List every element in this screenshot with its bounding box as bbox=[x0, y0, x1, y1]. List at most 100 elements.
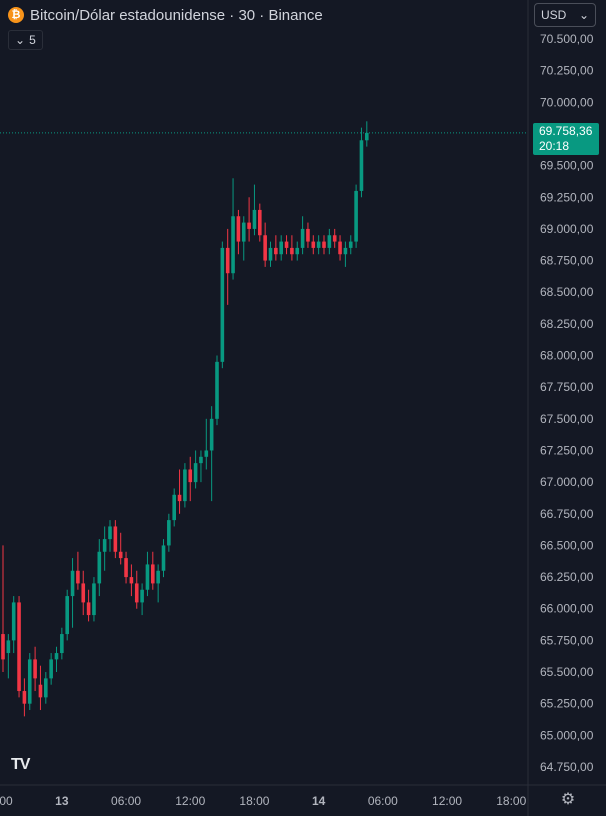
y-tick-label: 65.250,00 bbox=[540, 697, 594, 711]
y-tick-label: 66.750,00 bbox=[540, 507, 594, 521]
candle-body bbox=[231, 216, 235, 274]
x-tick-label: 12:00 bbox=[432, 794, 462, 808]
y-tick-label: 69.000,00 bbox=[540, 222, 594, 236]
candle-body bbox=[134, 583, 139, 603]
last-price-value: 69.758,36 bbox=[539, 124, 593, 138]
candle-body bbox=[183, 469, 187, 502]
y-tick-label: 64.750,00 bbox=[540, 760, 594, 774]
y-tick-label: 66.500,00 bbox=[540, 538, 594, 552]
candle-body bbox=[167, 520, 171, 546]
candle-body bbox=[6, 640, 11, 654]
y-tick-label: 68.500,00 bbox=[540, 285, 594, 299]
candle-body bbox=[60, 634, 64, 654]
candle-body bbox=[258, 209, 262, 236]
candle-body bbox=[97, 551, 102, 584]
candle-body bbox=[17, 602, 21, 692]
candle-body bbox=[241, 222, 246, 242]
candle-body bbox=[188, 469, 193, 483]
candle-body bbox=[199, 456, 203, 464]
candle-body bbox=[33, 659, 37, 679]
candle-body bbox=[38, 684, 43, 698]
candle-body bbox=[332, 235, 337, 242]
candle-body bbox=[49, 659, 53, 679]
candle-body bbox=[354, 190, 358, 242]
candle-body bbox=[92, 583, 96, 616]
candle-body bbox=[204, 450, 209, 457]
candle-body bbox=[343, 247, 348, 255]
candle-body bbox=[284, 241, 289, 248]
candle-body bbox=[365, 132, 369, 141]
candle-body bbox=[359, 140, 364, 191]
y-tick-label: 70.000,00 bbox=[540, 95, 594, 109]
bar-countdown: 20:18 bbox=[539, 139, 570, 153]
candle-body bbox=[263, 235, 267, 261]
candle-body bbox=[145, 564, 150, 590]
indicators-toggle[interactable]: ⌄ 5 bbox=[8, 30, 43, 50]
candle-body bbox=[81, 583, 86, 603]
candle-body bbox=[44, 678, 48, 698]
candle-body bbox=[11, 602, 16, 641]
chevron-down-icon: ⌄ bbox=[578, 8, 589, 22]
candle-body bbox=[274, 247, 278, 255]
candle-body bbox=[311, 241, 316, 248]
y-tick-label: 68.000,00 bbox=[540, 349, 594, 363]
candle-body bbox=[193, 463, 198, 483]
currency-label: USD bbox=[541, 8, 567, 22]
candle-body bbox=[220, 247, 225, 362]
x-tick-label: 18:00 bbox=[239, 794, 269, 808]
candle-body bbox=[156, 570, 160, 584]
candle-body bbox=[306, 228, 310, 242]
y-tick-label: 65.000,00 bbox=[540, 728, 594, 742]
y-tick-label: 65.750,00 bbox=[540, 633, 594, 647]
y-tick-label: 66.250,00 bbox=[540, 570, 594, 584]
x-tick-label: 06:00 bbox=[368, 794, 398, 808]
candle-body bbox=[236, 216, 241, 242]
candle-body bbox=[108, 526, 112, 540]
candle-body bbox=[140, 589, 144, 603]
candle-body bbox=[22, 691, 27, 704]
candle-body bbox=[54, 653, 59, 660]
candle-body bbox=[27, 659, 32, 704]
candle-body bbox=[70, 570, 75, 597]
last-price-tag: 69.758,36 20:18 bbox=[533, 123, 599, 155]
candle-body bbox=[65, 596, 69, 635]
candle-body bbox=[322, 241, 326, 248]
candle-body bbox=[177, 494, 182, 502]
candle-body bbox=[209, 418, 214, 451]
candle-body bbox=[300, 228, 305, 248]
chevron-down-icon: ⌄ bbox=[15, 33, 26, 47]
candle-body bbox=[161, 545, 166, 571]
bitcoin-icon: ₿ bbox=[8, 7, 24, 23]
y-tick-label: 69.500,00 bbox=[540, 159, 594, 173]
x-tick-label: 06:00 bbox=[111, 794, 141, 808]
candle-body bbox=[151, 564, 155, 584]
tradingview-logo[interactable]: TV bbox=[11, 756, 30, 773]
candle-body bbox=[113, 526, 118, 552]
candle-body bbox=[215, 361, 219, 419]
candle-body bbox=[338, 241, 342, 255]
candle-body bbox=[102, 539, 107, 552]
candle-body bbox=[327, 235, 332, 248]
candle-body bbox=[316, 241, 321, 248]
candle-body bbox=[295, 247, 300, 255]
candle-body bbox=[86, 602, 91, 616]
candle-body bbox=[1, 634, 5, 660]
candle-body bbox=[247, 222, 251, 229]
x-tick-label: 18:00 bbox=[0, 794, 13, 808]
x-tick-label: 12:00 bbox=[175, 794, 205, 808]
x-tick-label: 18:00 bbox=[496, 794, 526, 808]
y-tick-label: 65.500,00 bbox=[540, 665, 594, 679]
gear-icon[interactable]: ⚙ bbox=[560, 791, 576, 808]
candle-body bbox=[172, 494, 176, 521]
y-tick-label: 67.000,00 bbox=[540, 475, 594, 489]
x-tick-label: 13 bbox=[55, 794, 69, 808]
symbol-title[interactable]: Bitcoin/Dólar estadounidense · 30 · Bina… bbox=[30, 6, 323, 24]
chart-header: ₿ Bitcoin/Dólar estadounidense · 30 · Bi… bbox=[8, 4, 323, 26]
candle-body bbox=[118, 551, 123, 559]
y-tick-label: 69.250,00 bbox=[540, 190, 594, 204]
y-tick-label: 66.000,00 bbox=[540, 602, 594, 616]
y-tick-label: 70.500,00 bbox=[540, 32, 594, 46]
currency-selector[interactable]: USD ⌄ bbox=[534, 3, 596, 27]
candle-body bbox=[279, 241, 283, 255]
